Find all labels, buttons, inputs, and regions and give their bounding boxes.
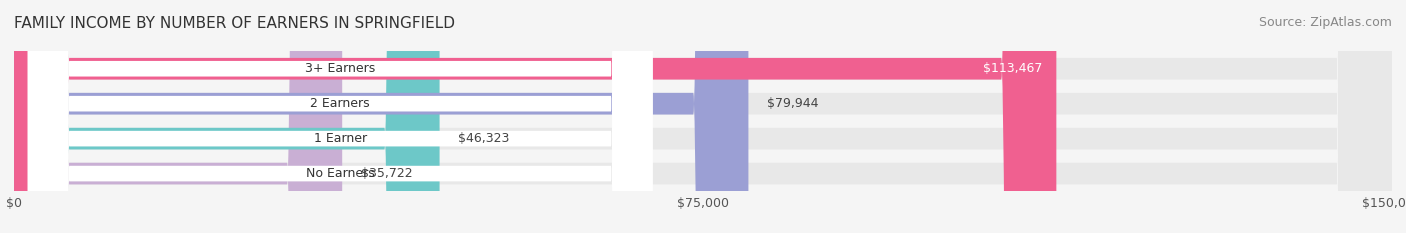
Text: $35,722: $35,722 [360,167,412,180]
FancyBboxPatch shape [14,0,1392,233]
FancyBboxPatch shape [14,0,1392,233]
Text: 1 Earner: 1 Earner [314,132,367,145]
Text: FAMILY INCOME BY NUMBER OF EARNERS IN SPRINGFIELD: FAMILY INCOME BY NUMBER OF EARNERS IN SP… [14,16,456,31]
Text: Source: ZipAtlas.com: Source: ZipAtlas.com [1258,16,1392,29]
FancyBboxPatch shape [14,0,440,233]
Text: 2 Earners: 2 Earners [311,97,370,110]
FancyBboxPatch shape [14,0,748,233]
FancyBboxPatch shape [28,0,652,233]
Text: $79,944: $79,944 [766,97,818,110]
Text: $113,467: $113,467 [983,62,1043,75]
FancyBboxPatch shape [28,0,652,233]
FancyBboxPatch shape [28,0,652,233]
FancyBboxPatch shape [14,0,1392,233]
Text: No Earners: No Earners [305,167,374,180]
Text: 3+ Earners: 3+ Earners [305,62,375,75]
FancyBboxPatch shape [14,0,1056,233]
FancyBboxPatch shape [14,0,342,233]
FancyBboxPatch shape [28,0,652,233]
Text: $46,323: $46,323 [458,132,509,145]
FancyBboxPatch shape [14,0,1392,233]
